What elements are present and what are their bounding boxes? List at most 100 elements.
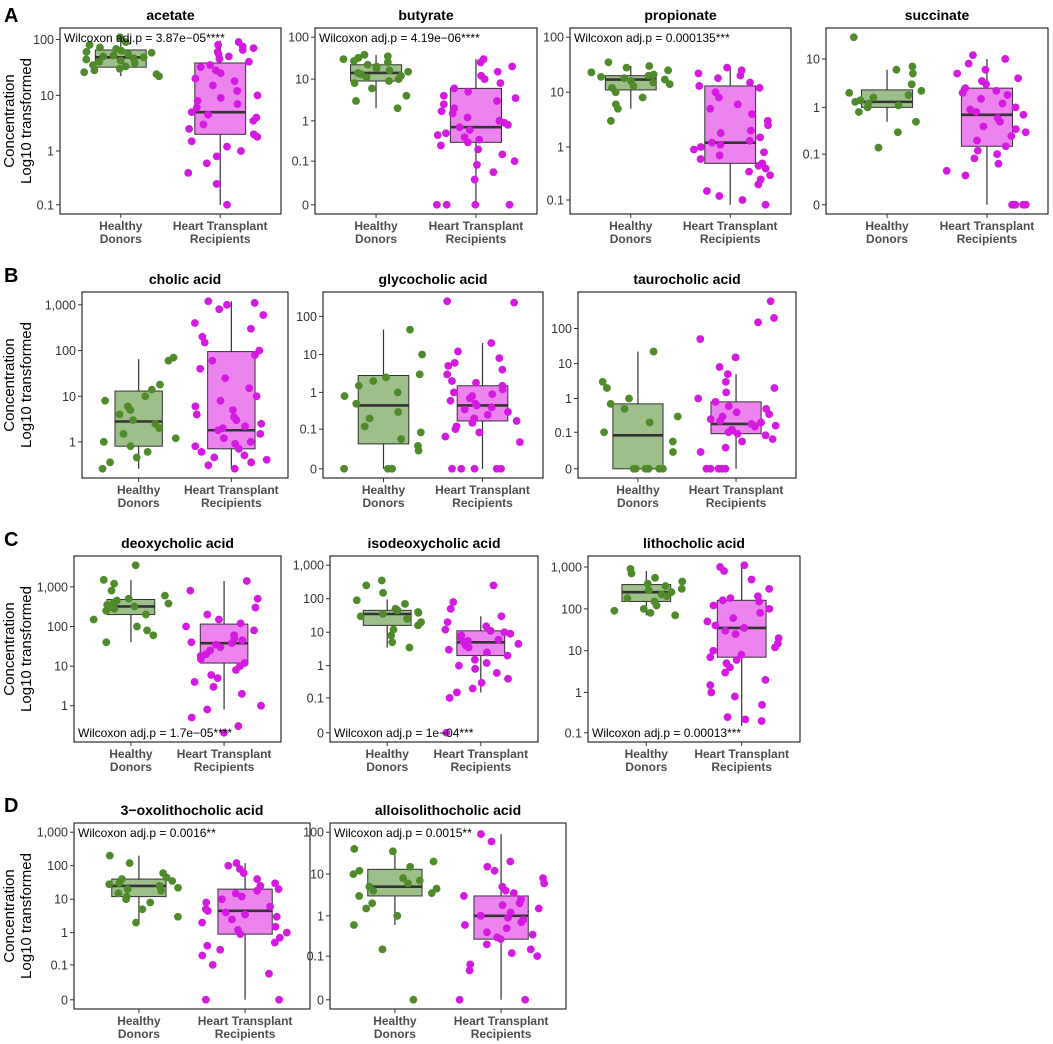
data-point-recipients [981, 65, 990, 74]
data-point-healthy [403, 615, 411, 623]
data-point-recipients [731, 630, 740, 638]
data-point-recipients [232, 666, 240, 674]
data-point-recipients [483, 928, 491, 937]
data-point-healthy [105, 880, 114, 889]
data-point-recipients [764, 121, 772, 130]
data-point-recipients [247, 324, 255, 333]
data-point-healthy [662, 592, 671, 601]
x-category-label: Healthy [354, 219, 398, 233]
data-point-recipients [706, 415, 715, 424]
data-point-recipients [203, 906, 212, 915]
y-tick-label: 0 [310, 462, 317, 476]
data-point-recipients [754, 180, 763, 189]
data-point-recipients [711, 621, 720, 630]
data-point-healthy [168, 877, 177, 885]
data-point-recipients [504, 674, 512, 683]
data-point-recipients [765, 604, 774, 613]
x-category-label: Recipients [194, 760, 255, 774]
y-tick-label: 10 [40, 89, 54, 103]
y-tick-label: 100 [47, 620, 68, 634]
y-tick-label: 0.1 [37, 198, 54, 212]
data-point-recipients [275, 995, 284, 1004]
data-point-healthy [409, 995, 418, 1004]
data-point-recipients [487, 339, 496, 347]
data-point-recipients [969, 51, 977, 59]
chart-7: deoxycholic acid 1 10 100 1,000 HealthyDonors… [37, 535, 282, 774]
data-point-recipients [221, 374, 230, 382]
x-category-label: Donors [374, 1027, 416, 1041]
data-point-recipients [187, 638, 196, 647]
data-point-healthy [82, 48, 91, 56]
data-point-recipients [540, 879, 549, 888]
data-point-recipients [282, 928, 291, 937]
data-point-recipients [471, 664, 480, 673]
data-point-recipients [494, 635, 503, 644]
data-point-recipients [257, 419, 266, 428]
data-point-healthy [671, 611, 680, 620]
data-point-recipients [714, 464, 723, 473]
y-tick-label: 10 [568, 644, 582, 658]
data-point-healthy [664, 66, 672, 75]
data-point-healthy [849, 33, 858, 42]
data-point-healthy [863, 103, 872, 112]
wilcoxon-annotation: Wilcoxon adj.p = 3.87e−05**** [64, 31, 225, 45]
data-point-healthy [610, 606, 619, 615]
data-point-recipients [218, 895, 226, 904]
data-point-healthy [620, 74, 629, 83]
y-tick-label: 1 [302, 114, 309, 128]
y-tick-label: 0 [61, 993, 68, 1007]
chart-title: glycocholic acid [379, 271, 488, 287]
data-point-recipients [973, 136, 981, 145]
x-category-label: Healthy [109, 747, 153, 761]
data-point-recipients [721, 377, 730, 386]
data-point-recipients [247, 458, 256, 467]
x-category-label: Donors [355, 232, 397, 246]
x-category-label: Healthy [117, 1014, 161, 1028]
data-point-recipients [1019, 200, 1028, 209]
data-point-healthy [352, 596, 361, 605]
panel-letter-b: B [4, 265, 18, 287]
data-point-healthy [385, 77, 393, 85]
data-point-recipients [715, 151, 724, 160]
data-point-recipients [730, 692, 739, 701]
data-point-recipients [239, 869, 248, 878]
data-point-recipients [721, 443, 730, 452]
data-point-recipients [190, 319, 199, 327]
data-point-healthy [146, 898, 155, 907]
data-point-healthy [363, 60, 372, 69]
y-tick-label: 100 [55, 344, 76, 358]
data-point-healthy [171, 434, 180, 443]
data-point-recipients [475, 428, 484, 437]
x-category-label: Recipients [957, 232, 1018, 246]
data-point-recipients [696, 448, 705, 456]
data-point-recipients [970, 154, 979, 163]
data-point-recipients [756, 133, 764, 142]
data-point-recipients [249, 44, 258, 53]
data-point-recipients [433, 131, 442, 140]
wilcoxon-annotation: Wilcoxon adj.p = 1.7e−05**** [78, 726, 232, 740]
data-point-recipients [238, 636, 247, 645]
data-point-recipients [508, 62, 517, 71]
data-point-recipients [731, 353, 740, 362]
data-point-healthy [365, 414, 374, 423]
data-point-recipients [449, 598, 458, 606]
data-point-healthy [613, 104, 622, 113]
data-point-recipients [534, 904, 543, 913]
data-point-healthy [917, 86, 926, 95]
x-category-label: Recipients [700, 232, 761, 246]
x-category-label: Heart Transplant [173, 219, 268, 233]
data-point-recipients [184, 168, 193, 177]
plot-frame [569, 27, 792, 215]
data-point-recipients [766, 171, 774, 180]
data-point-recipients [1007, 132, 1016, 140]
y-tick-label: 100 [551, 322, 572, 336]
data-point-healthy [116, 33, 124, 42]
data-point-recipients [504, 408, 512, 416]
chart-10: 3−oxolithocholic acid 0 0.1 1 10 100 1,000 Heal… [37, 802, 311, 1041]
data-point-recipients [1001, 55, 1010, 63]
data-point-healthy [854, 108, 863, 116]
data-point-recipients [498, 385, 507, 394]
data-point-recipients [213, 674, 222, 683]
data-point-healthy [405, 643, 414, 652]
x-category-label: Healthy [373, 1014, 417, 1028]
